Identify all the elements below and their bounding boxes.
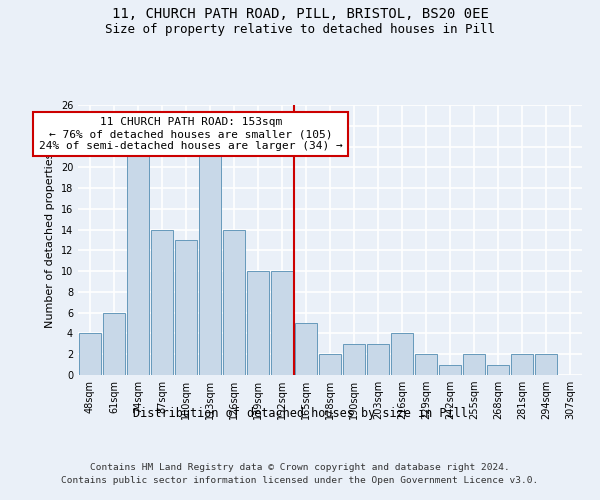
Bar [271, 271, 293, 375]
Text: Distribution of detached houses by size in Pill: Distribution of detached houses by size … [133, 408, 467, 420]
Bar [103, 312, 125, 375]
Bar [151, 230, 173, 375]
Text: 11, CHURCH PATH ROAD, PILL, BRISTOL, BS20 0EE: 11, CHURCH PATH ROAD, PILL, BRISTOL, BS2… [112, 8, 488, 22]
Bar [511, 354, 533, 375]
Bar [127, 146, 149, 375]
Text: Contains HM Land Registry data © Crown copyright and database right 2024.: Contains HM Land Registry data © Crown c… [90, 462, 510, 471]
Bar [79, 334, 101, 375]
Bar [319, 354, 341, 375]
Bar [439, 364, 461, 375]
Bar [199, 146, 221, 375]
Bar [391, 334, 413, 375]
Bar [463, 354, 485, 375]
Bar [535, 354, 557, 375]
Text: 11 CHURCH PATH ROAD: 153sqm
← 76% of detached houses are smaller (105)
24% of se: 11 CHURCH PATH ROAD: 153sqm ← 76% of det… [39, 118, 343, 150]
Bar [415, 354, 437, 375]
Bar [295, 323, 317, 375]
Bar [487, 364, 509, 375]
Text: Contains public sector information licensed under the Open Government Licence v3: Contains public sector information licen… [61, 476, 539, 485]
Bar [247, 271, 269, 375]
Bar [367, 344, 389, 375]
Bar [343, 344, 365, 375]
Text: Size of property relative to detached houses in Pill: Size of property relative to detached ho… [105, 22, 495, 36]
Bar [223, 230, 245, 375]
Y-axis label: Number of detached properties: Number of detached properties [45, 152, 55, 328]
Bar [175, 240, 197, 375]
